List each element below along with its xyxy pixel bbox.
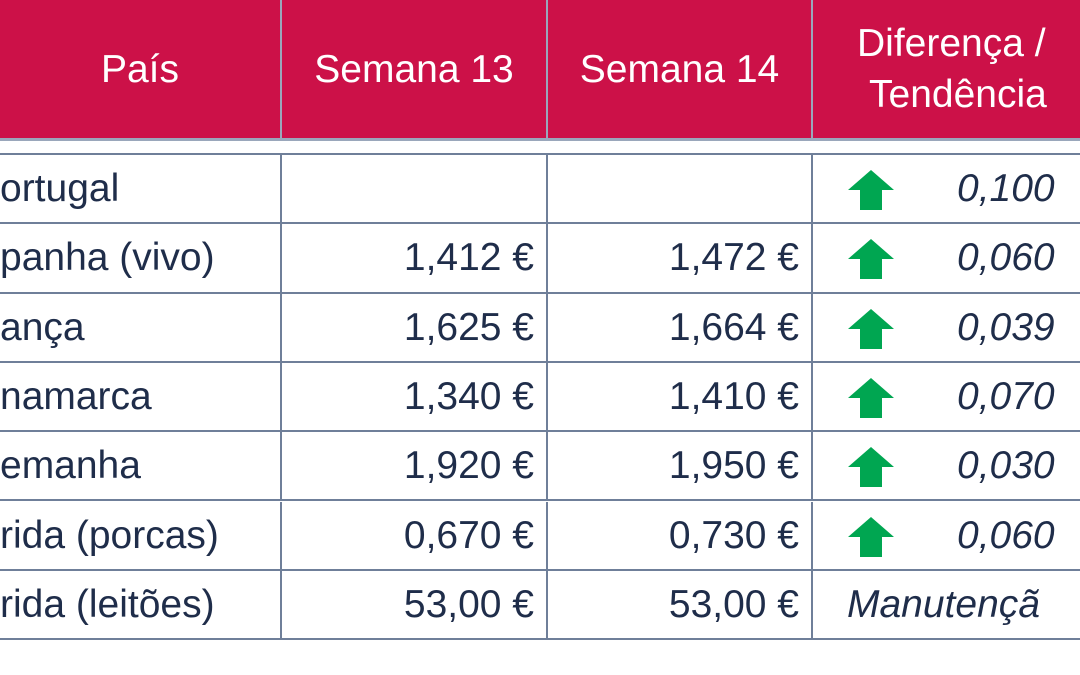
- price-cell: 1,664 €: [548, 293, 813, 363]
- up-arrow-icon: [848, 308, 894, 349]
- price-cell: 1,920 €: [282, 432, 548, 502]
- difference-cell: 0,060: [813, 502, 1080, 571]
- country-cell: rida (porcas): [0, 501, 282, 571]
- price-cell: 53,00 €: [282, 570, 548, 641]
- up-arrow-icon: [848, 516, 894, 557]
- header-line: Diferença /: [857, 22, 1046, 65]
- price-cell: 1,950 €: [548, 432, 813, 502]
- country-cell: namarca: [0, 362, 282, 433]
- header-line: Tendência: [869, 73, 1047, 116]
- price-cell: 53,00 €: [548, 570, 813, 641]
- up-arrow-icon: [848, 170, 894, 210]
- price-cell: [548, 155, 813, 225]
- up-arrow-icon: [848, 447, 894, 488]
- header-gap: [0, 140, 1080, 155]
- difference-cell: 0,060: [813, 224, 1080, 294]
- header-cell: Diferença / Tendência: [813, 0, 1080, 140]
- price-cell: 0,730 €: [548, 501, 813, 571]
- country-cell: ança: [0, 293, 282, 363]
- country-cell: ortugal: [0, 155, 282, 225]
- price-cell: 1,410 €: [548, 362, 813, 433]
- country-cell: panha (vivo): [0, 224, 282, 294]
- up-arrow-icon: [848, 377, 894, 418]
- header-cell: País: [0, 0, 282, 140]
- difference-cell: 0,030: [813, 432, 1080, 502]
- difference-cell: 0,039: [813, 294, 1080, 363]
- price-cell: 0,670 €: [282, 501, 548, 571]
- header-cell: Semana 14: [548, 0, 813, 140]
- difference-cell: 0,100: [813, 155, 1080, 225]
- difference-cell: 0,070: [813, 363, 1080, 433]
- price-cell: 1,472 €: [548, 224, 813, 294]
- price-cell: 1,340 €: [282, 362, 548, 433]
- up-arrow-icon: [848, 239, 894, 280]
- price-cell: 1,412 €: [282, 224, 548, 294]
- difference-cell: Manutençã: [813, 571, 1080, 641]
- price-cell: 1,625 €: [282, 293, 548, 363]
- country-cell: rida (leitões): [0, 570, 282, 641]
- country-cell: emanha: [0, 432, 282, 502]
- price-cell: [282, 155, 548, 225]
- header-cell: Semana 13: [282, 0, 548, 140]
